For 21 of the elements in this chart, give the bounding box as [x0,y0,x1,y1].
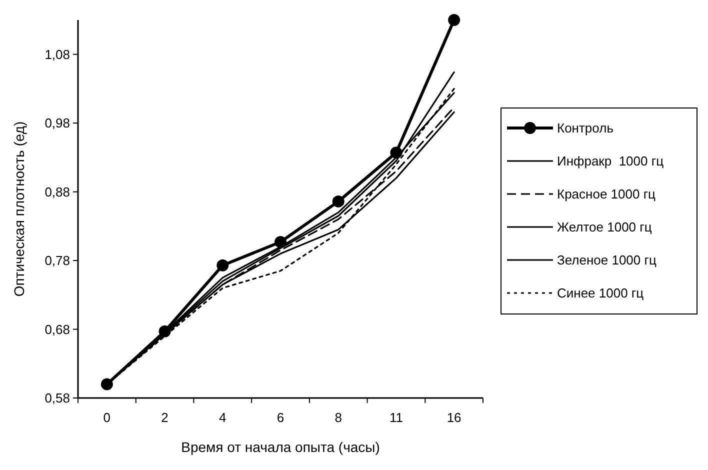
x-tick-label: 2 [161,410,168,425]
x-tick-label: 11 [389,410,403,425]
legend-label: Красное 1000 гц [557,186,656,202]
y-axis-title: Оптическая плотность (ед) [11,121,27,297]
y-tick-label: 0,68 [44,322,70,337]
x-axis-title: Время от начала опыта (часы) [181,439,380,455]
y-tick-label: 0,98 [44,116,70,131]
y-tick-label: 0,78 [44,253,70,268]
y-tick-label: 1,08 [44,46,70,62]
x-tick-label: 8 [334,410,342,425]
x-tick-label: 4 [219,410,226,425]
y-tick-label: 0,58 [44,390,70,406]
x-tick-label: 6 [276,410,284,425]
legend-label: Контроль [557,120,614,136]
legend-label: Желтое 1000 гц [557,220,652,235]
y-tick-label: 0,88 [44,184,70,200]
legend-label: Синее 1000 гц [557,286,644,301]
x-tick-label: 16 [446,410,462,425]
legend-label: Зеленое 1000 гц [557,252,657,268]
x-tick-label: 0 [103,410,111,425]
legend-label: Инфракр 1000 гц [557,154,664,169]
